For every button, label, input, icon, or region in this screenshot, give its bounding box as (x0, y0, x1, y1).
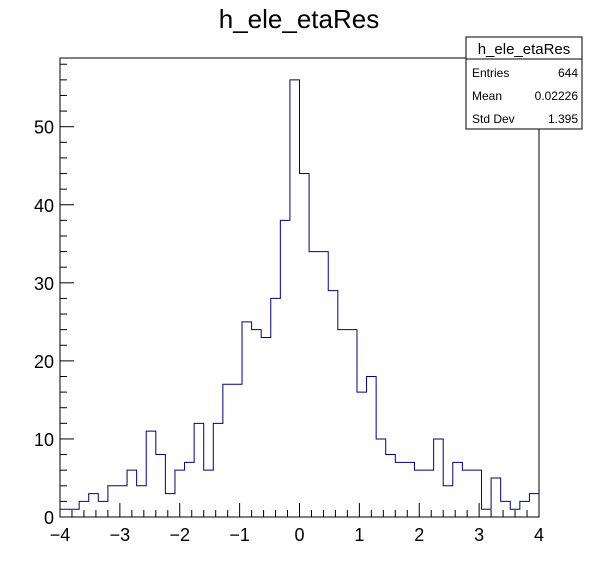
stats-stddev-value: 1.395 (548, 112, 578, 126)
stats-mean-value: 0.02226 (535, 89, 579, 103)
y-tick-label: 10 (34, 430, 54, 450)
stats-box: h_ele_etaRes Entries 644 Mean 0.02226 St… (465, 36, 583, 130)
histogram-series-line (60, 79, 539, 510)
y-tick-label: 20 (34, 352, 54, 372)
x-tick-label: 4 (534, 525, 544, 545)
y-tick-label: 50 (34, 118, 54, 138)
y-tick-label: 30 (34, 274, 54, 294)
stats-box-title: h_ele_etaRes (478, 41, 571, 58)
x-axis-ticks (59, 503, 540, 517)
stats-mean-label: Mean (472, 89, 502, 103)
x-tick-label: 1 (354, 525, 364, 545)
stats-entries-label: Entries (472, 66, 509, 80)
x-tick-label: −2 (169, 525, 190, 545)
x-axis-labels: −4 −3 −2 −1 0 1 2 3 4 (50, 525, 544, 545)
stats-entries-value: 644 (558, 66, 578, 80)
y-tick-label: 40 (34, 196, 54, 216)
chart-title: h_ele_etaRes (219, 4, 379, 34)
y-tick-label: 0 (44, 508, 54, 528)
x-tick-label: −3 (110, 525, 131, 545)
stats-box-frame (465, 36, 583, 130)
x-tick-label: −4 (50, 525, 71, 545)
x-tick-label: 0 (294, 525, 304, 545)
x-tick-label: 3 (474, 525, 484, 545)
x-tick-label: 2 (414, 525, 424, 545)
stats-stddev-label: Std Dev (472, 112, 515, 126)
y-axis-labels: 0 10 20 30 40 50 (34, 118, 54, 528)
x-tick-label: −1 (229, 525, 250, 545)
